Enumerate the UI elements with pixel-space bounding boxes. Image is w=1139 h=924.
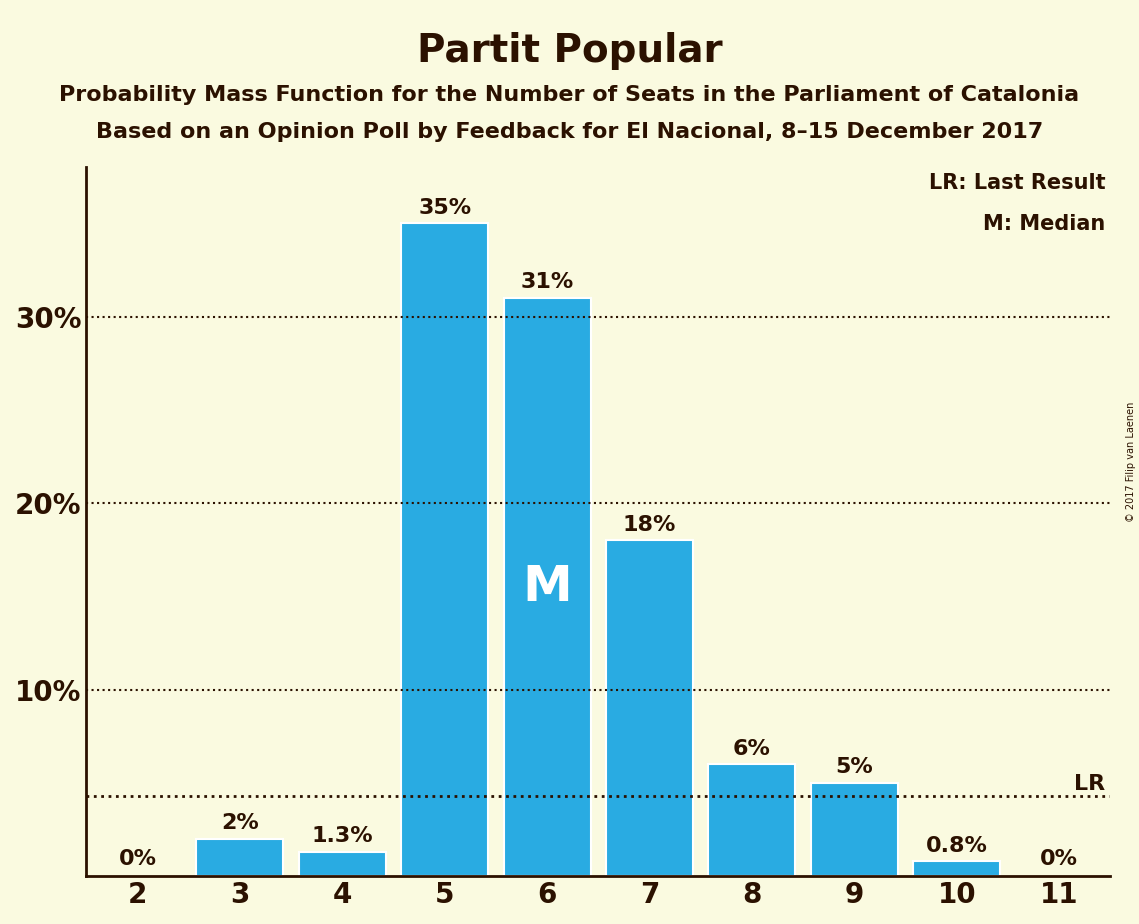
Bar	[298, 852, 386, 876]
Bar	[503, 298, 591, 876]
Text: 2%: 2%	[221, 813, 259, 833]
Bar	[196, 839, 284, 876]
Text: 0%: 0%	[118, 848, 156, 869]
Text: 31%: 31%	[521, 273, 574, 292]
Text: 0%: 0%	[1040, 848, 1079, 869]
Text: Partit Popular: Partit Popular	[417, 32, 722, 70]
Text: 6%: 6%	[734, 738, 771, 759]
Bar	[401, 224, 489, 876]
Text: M: M	[523, 563, 572, 611]
Text: © 2017 Filip van Laenen: © 2017 Filip van Laenen	[1126, 402, 1136, 522]
Bar	[913, 861, 1000, 876]
Text: Probability Mass Function for the Number of Seats in the Parliament of Catalonia: Probability Mass Function for the Number…	[59, 85, 1080, 105]
Text: Based on an Opinion Poll by Feedback for El Nacional, 8–15 December 2017: Based on an Opinion Poll by Feedback for…	[96, 122, 1043, 142]
Text: 1.3%: 1.3%	[312, 826, 374, 846]
Text: LR: LR	[1074, 774, 1105, 794]
Text: 5%: 5%	[836, 758, 874, 777]
Text: 35%: 35%	[418, 198, 472, 218]
Bar	[708, 764, 795, 876]
Bar	[606, 541, 693, 876]
Text: M: Median: M: Median	[983, 214, 1105, 234]
Text: 0.8%: 0.8%	[926, 835, 988, 856]
Bar	[811, 783, 898, 876]
Text: LR: Last Result: LR: Last Result	[928, 173, 1105, 193]
Text: 18%: 18%	[623, 515, 677, 535]
